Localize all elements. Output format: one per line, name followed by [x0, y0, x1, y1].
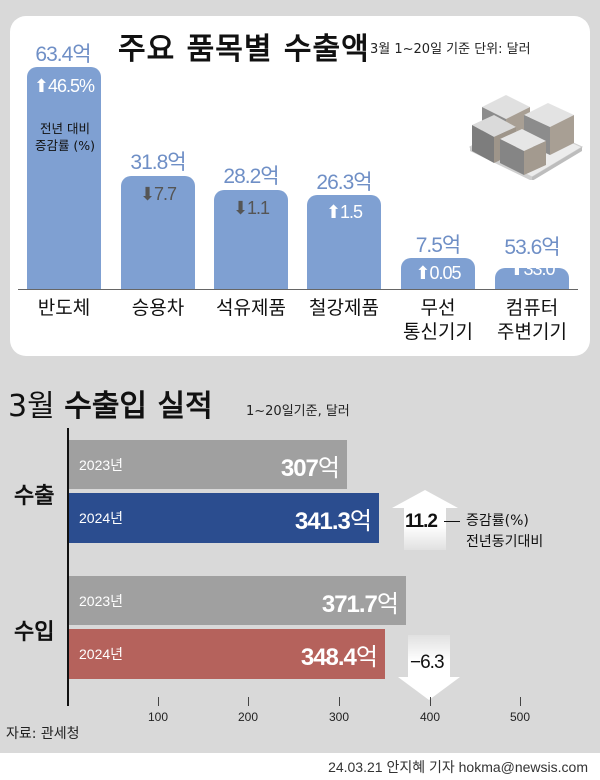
- arrow-up-icon: ⬆: [415, 263, 430, 283]
- bar: [495, 268, 569, 289]
- decrease-arrow-icon: [398, 635, 460, 700]
- x-tick: [158, 697, 159, 706]
- export-change-value: 11.2: [405, 511, 438, 532]
- category-label: 반도체: [37, 297, 91, 319]
- export-2024-bar: 2024년 341.3억: [69, 493, 379, 543]
- credit-line: 24.03.21 안지혜 기자 hokma@newsis.com: [328, 759, 588, 775]
- bottom-chart-subtitle: 1~20일기준, 달러: [246, 404, 350, 419]
- import-2024-bar: 2024년 348.4억: [69, 629, 385, 679]
- category-label: 석유제품: [216, 297, 286, 319]
- bar: [121, 176, 195, 289]
- bar-value-label: 26.3억: [316, 171, 372, 194]
- top-chart-title: 주요 품목별 수출액: [118, 32, 370, 67]
- bar-value-label: 28.2억: [223, 165, 279, 188]
- bar-value-label: 7.5억: [415, 234, 462, 257]
- x-tick: [430, 697, 431, 706]
- bar-change-label: ⬇1.1: [232, 198, 270, 218]
- top-chart-subtitle: 3월 1~20일 기준 단위: 달러: [370, 42, 531, 57]
- source-note: 자료: 관세청: [6, 726, 80, 742]
- arrow-down-icon: ⬇: [232, 198, 248, 218]
- arrow-up-icon: ⬆: [509, 259, 524, 279]
- bar-change-label: ⬆33.0: [509, 259, 555, 279]
- x-tick-label: 100: [147, 710, 169, 724]
- category-label: 승용차: [131, 297, 185, 319]
- x-tick-label: 400: [419, 710, 441, 724]
- category-label: 철강제품: [309, 297, 379, 319]
- import-2023-bar: 2023년 371.7억: [69, 576, 406, 625]
- x-tick: [339, 697, 340, 706]
- bar: [27, 67, 101, 289]
- change-note: 증감률(%) 전년동기대비: [466, 513, 544, 550]
- boxes-pallet-icon: [468, 95, 584, 180]
- category-label: 무선 통신기기: [403, 297, 473, 343]
- bar: [401, 258, 475, 289]
- import-change-value: −6.3: [410, 652, 445, 673]
- x-tick: [520, 697, 521, 706]
- group-label-import: 수입: [14, 620, 55, 645]
- bar: [214, 190, 288, 289]
- bar-value-label: 53.6억: [504, 236, 560, 259]
- annotation-line: [444, 521, 460, 522]
- arrow-down-icon: ⬇: [139, 184, 155, 204]
- y-axis-line: [67, 428, 69, 706]
- arrow-up-icon: ⬆: [325, 202, 341, 222]
- bar-value-label: 31.8억: [130, 151, 186, 174]
- bar: [307, 195, 381, 289]
- arrow-up-icon: ⬆: [33, 76, 49, 96]
- bar-change-label: ⬆0.05: [415, 263, 461, 283]
- x-tick: [248, 697, 249, 706]
- top-chart-card: [10, 16, 590, 356]
- x-tick-label: 200: [237, 710, 259, 724]
- category-label: 컴퓨터 주변기기: [497, 297, 567, 343]
- x-tick-label: 500: [509, 710, 531, 724]
- export-2023-bar: 2023년 307억: [69, 440, 347, 489]
- bar-change-label: ⬆1.5: [325, 202, 363, 222]
- bar-change-label: ⬇7.7: [139, 184, 177, 204]
- bar-change-label: ⬆46.5%: [33, 76, 95, 96]
- bar-value-label: 63.4억: [35, 43, 91, 66]
- group-label-export: 수출: [14, 484, 55, 509]
- bottom-chart-title: 3월 수출입 실적: [8, 389, 213, 424]
- increase-arrow-icon: [392, 490, 458, 550]
- legend-note: 전년 대비 증감률 (%): [34, 121, 96, 153]
- x-tick-label: 300: [328, 710, 350, 724]
- top-chart-baseline: [18, 289, 578, 290]
